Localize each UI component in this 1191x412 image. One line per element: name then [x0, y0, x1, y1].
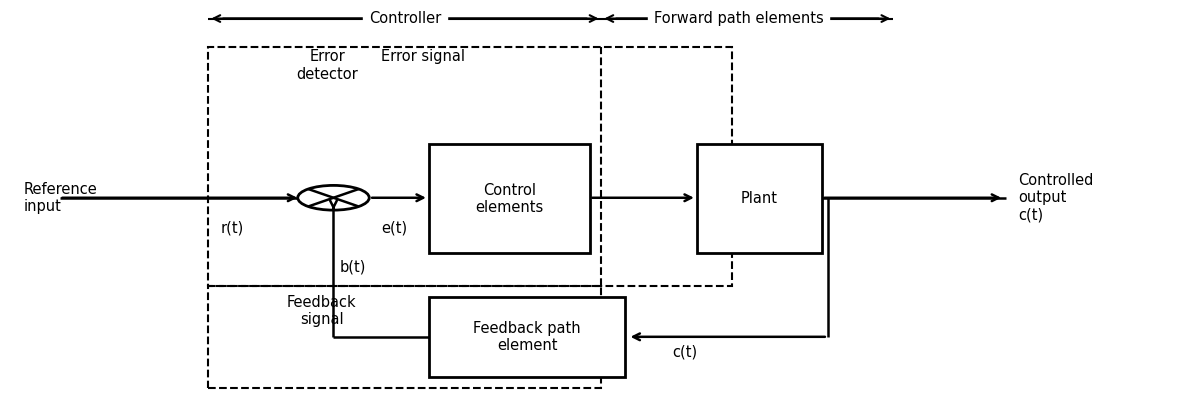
- Text: Reference
input: Reference input: [24, 182, 98, 214]
- FancyBboxPatch shape: [429, 144, 590, 253]
- Text: Plant: Plant: [741, 191, 778, 206]
- Text: Control
elements: Control elements: [475, 183, 543, 215]
- Text: b(t): b(t): [339, 260, 366, 274]
- Text: Controlled
output
c(t): Controlled output c(t): [1018, 173, 1093, 222]
- Text: c(t): c(t): [672, 344, 698, 359]
- Text: Error
detector: Error detector: [297, 49, 358, 82]
- Text: Error signal: Error signal: [381, 49, 466, 64]
- Text: Feedback path
element: Feedback path element: [473, 321, 581, 353]
- Text: e(t): e(t): [381, 220, 407, 235]
- Text: r(t): r(t): [220, 220, 244, 235]
- Text: Feedback
signal: Feedback signal: [287, 295, 356, 327]
- Text: Controller: Controller: [369, 11, 441, 26]
- Text: Forward path elements: Forward path elements: [654, 11, 823, 26]
- FancyBboxPatch shape: [697, 144, 822, 253]
- FancyBboxPatch shape: [429, 297, 625, 377]
